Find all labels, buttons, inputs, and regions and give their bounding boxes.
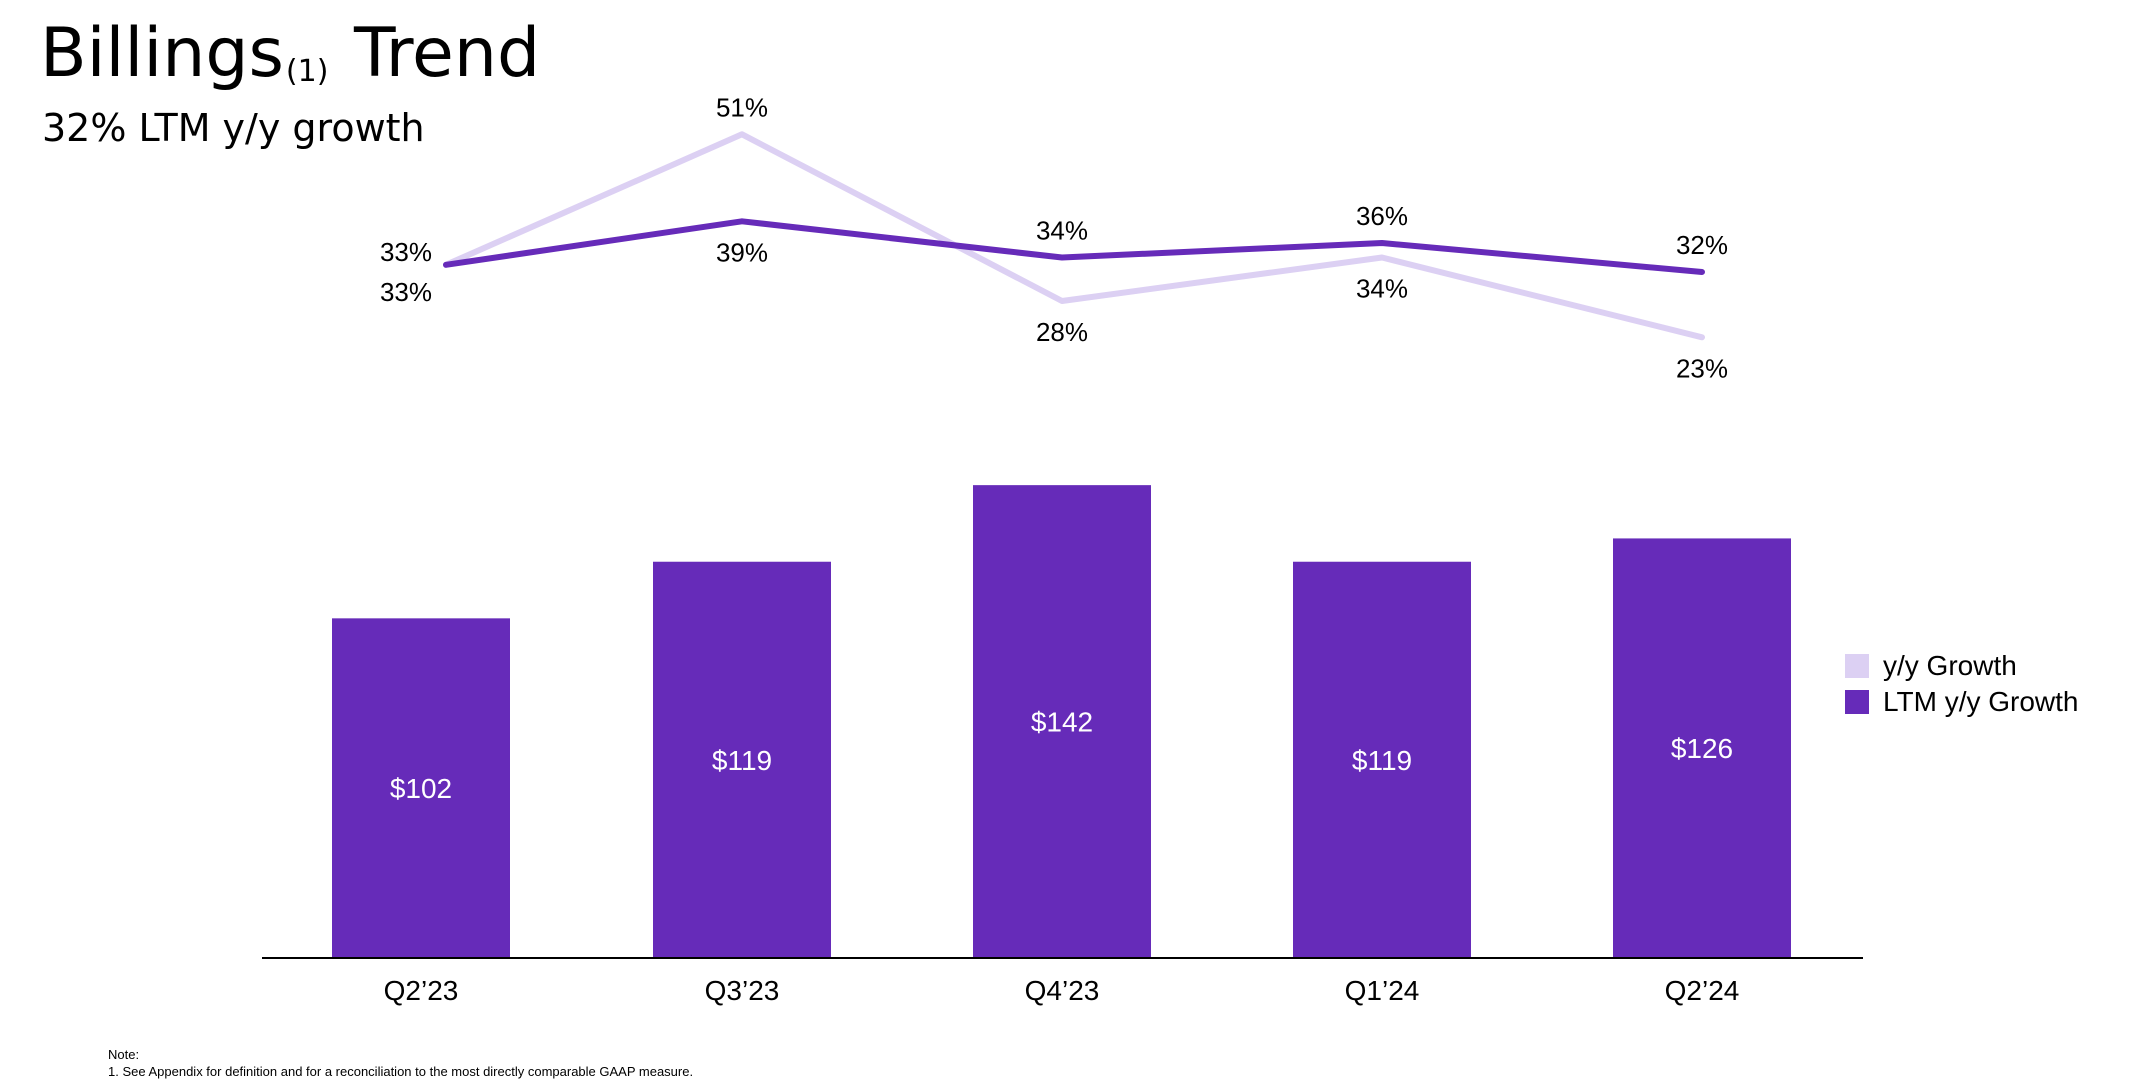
legend-item-ltm-growth: LTM y/y Growth (1845, 684, 2079, 720)
legend-label-ltm-growth: LTM y/y Growth (1883, 686, 2079, 717)
ltm-growth-label: 33% (380, 277, 432, 307)
bar (332, 618, 510, 958)
growth-lines (443, 131, 1705, 341)
footnote-line: 1. See Appendix for definition and for a… (108, 1064, 694, 1079)
x-tick-label: Q2’24 (1665, 975, 1740, 1006)
x-tick-labels: Q2’23 Q3’23 Q4’23 Q1’24 Q2’24 (384, 975, 1740, 1006)
bar-value-label: $119 (1352, 745, 1412, 776)
bar-value-label: $126 (1671, 733, 1733, 764)
title-main: Billings (40, 14, 284, 93)
bar (653, 561, 831, 958)
bar-value-label: $119 (712, 745, 772, 776)
chart-title: Billings(1) Trend (40, 14, 540, 94)
ltm-growth-label: 36% (1356, 201, 1408, 231)
yy-growth-label: 34% (1356, 274, 1408, 304)
x-tick-label: Q1’24 (1345, 975, 1420, 1006)
bar-labels-layer: $102 $119 $142 $119 $126 (390, 707, 1733, 805)
bar (1293, 561, 1471, 958)
ltm-growth-label: 39% (716, 237, 768, 267)
ltm-growth-label: 32% (1676, 230, 1728, 260)
footnote: Note: 1. See Appendix for definition and… (108, 1046, 693, 1080)
yy-growth-label: 51% (716, 92, 768, 122)
bar (1613, 538, 1791, 958)
legend: y/y Growth LTM y/y Growth (1845, 648, 2079, 720)
title-end: Trend (354, 14, 541, 93)
legend-item-yy-growth: y/y Growth (1845, 648, 2079, 684)
legend-swatch-ltm-growth (1845, 690, 1869, 714)
legend-swatch-yy-growth (1845, 654, 1869, 678)
yy-growth-label: 28% (1036, 317, 1088, 347)
bar-value-label: $142 (1031, 707, 1093, 738)
chart-subtitle: 32% LTM y/y growth (42, 106, 425, 150)
yy-growth-line (443, 131, 1705, 341)
bars-layer (332, 485, 1791, 958)
x-tick-label: Q3’23 (705, 975, 780, 1006)
yy-growth-label: 33% (380, 237, 432, 267)
x-tick-label: Q2’23 (384, 975, 459, 1006)
legend-label-yy-growth: y/y Growth (1883, 650, 2017, 681)
footnote-heading: Note: (108, 1047, 140, 1062)
title-footnote-marker: (1) (285, 54, 329, 89)
bar-value-label: $102 (390, 773, 452, 804)
ltm-growth-label: 34% (1036, 216, 1088, 246)
x-tick-label: Q4’23 (1025, 975, 1100, 1006)
growth-line-labels: 33% 51% 28% 34% 23% 33% 39% 34% 36% 32% (380, 92, 1728, 383)
ltm-growth-line (443, 218, 1705, 275)
yy-growth-label: 23% (1676, 353, 1728, 383)
bar (973, 485, 1151, 958)
